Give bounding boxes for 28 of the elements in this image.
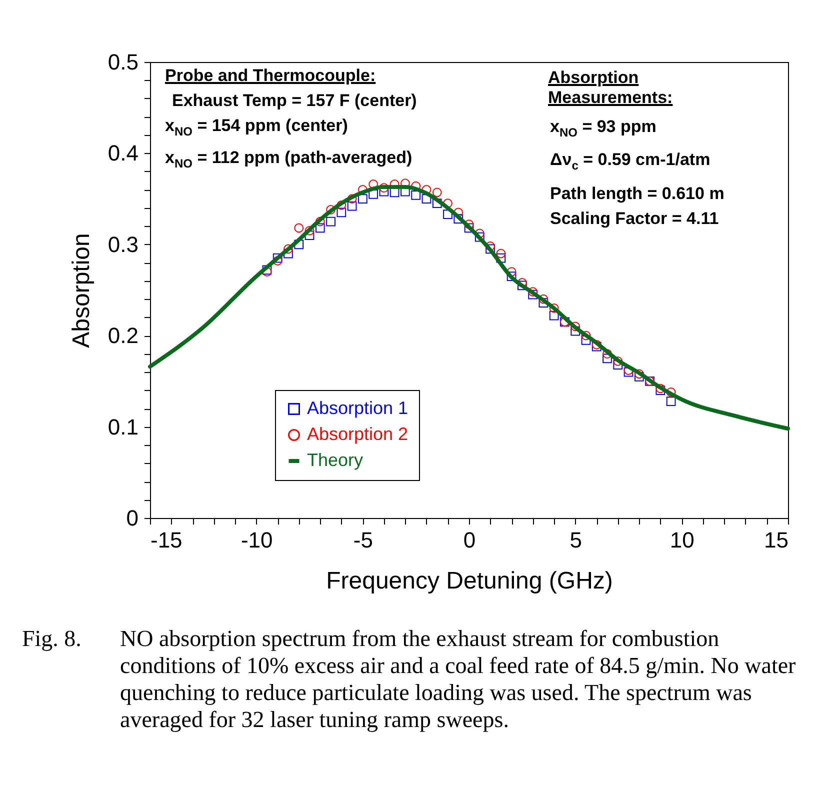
x-tick-label: 0 xyxy=(463,528,476,552)
annotation: Exhaust Temp = 157 F (center) xyxy=(172,91,417,112)
annotation: Path length = 0.610 m xyxy=(550,184,724,204)
annotation: Absorption Measurements: xyxy=(548,68,673,109)
y-tick-label: 0 xyxy=(126,506,138,530)
annotation: x$_{NO}$ = 112 ppm (path-averaged) xyxy=(165,148,412,171)
y-tick-label: 0.3 xyxy=(108,232,138,257)
x-tick-label: -5 xyxy=(353,528,373,552)
x-tick-label: 15 xyxy=(764,528,788,552)
legend-label: Absorption 2 xyxy=(307,424,408,444)
x-axis-title: Frequency Detuning (GHz) xyxy=(326,568,613,594)
y-tick-label: 0.1 xyxy=(108,414,138,440)
y-tick-label: 0.4 xyxy=(108,140,138,166)
x-tick-label: -15 xyxy=(150,528,182,552)
annotation: Δν$_{c}$ = 0.59 cm-1/atm xyxy=(550,150,710,173)
x-tick-label: 10 xyxy=(670,528,694,552)
annotation: x$_{NO}$ = 93 ppm xyxy=(550,117,656,140)
y-tick-label: 0.5 xyxy=(108,50,138,74)
annotation: Scaling Factor = 4.11 xyxy=(550,209,719,230)
annotation: x$_{NO}$ = 154 ppm (center) xyxy=(165,116,348,139)
annotation: Probe and Thermocouple: xyxy=(165,66,376,86)
legend-label: Theory xyxy=(307,450,364,470)
legend-label: Absorption 1 xyxy=(307,398,408,418)
y-axis-title: Absorption xyxy=(68,233,95,348)
x-tick-label: 5 xyxy=(570,528,582,552)
x-tick-label: -10 xyxy=(240,528,273,552)
y-tick-label: 0.2 xyxy=(108,323,138,348)
text: Fig. 8. NO absorption spectrum from the exhaust stream for combustion conditions of 10% excess air and a coal feed rate of 84.5 g/min. No water quenching to reduce particulate loading was used. The spectrum was averaged for 32 laser tuning ramp sweeps. xyxy=(22,626,796,732)
